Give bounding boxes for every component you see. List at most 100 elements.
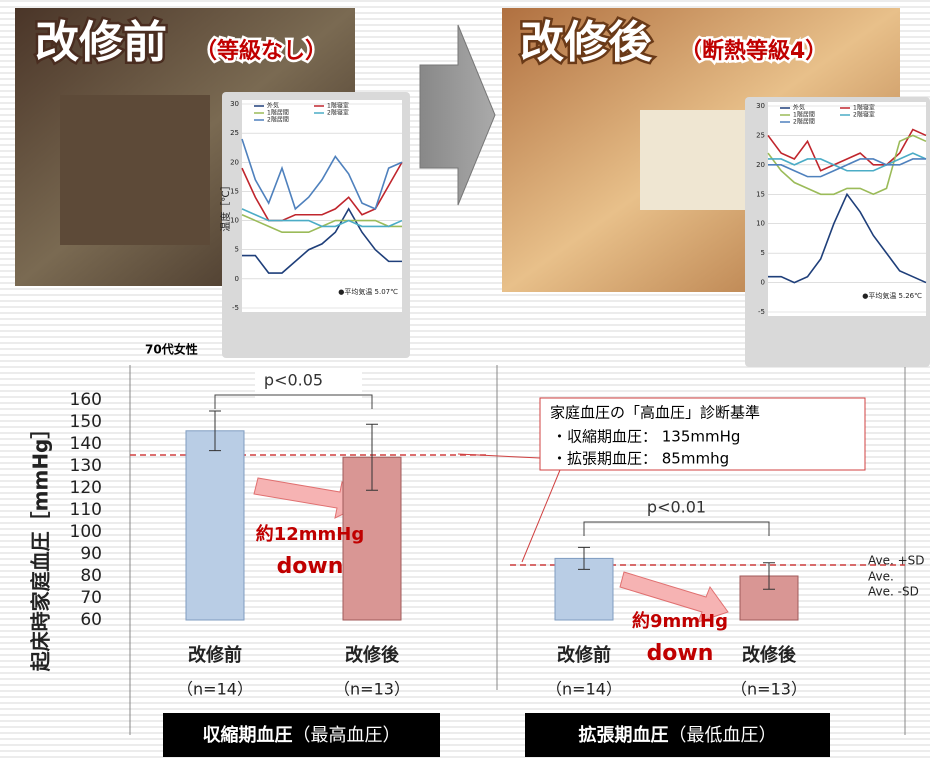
- photo-detail: [60, 95, 210, 245]
- significance-label: p<0.01: [647, 498, 706, 517]
- change-word: down: [277, 554, 344, 579]
- chart-subtitle: 70代女性: [145, 342, 198, 357]
- panel-title: 収縮期血圧（最高血圧）: [203, 724, 401, 746]
- legend-label: 外気: [793, 104, 805, 112]
- sd-label: Ave.: [868, 570, 894, 584]
- y-tick-label: 30: [230, 100, 239, 108]
- y-tick-label: 10: [230, 217, 239, 225]
- series-line: [242, 207, 402, 274]
- plot-area: [768, 102, 926, 316]
- legend-label: 1階寝室: [853, 104, 875, 112]
- series-line: [241, 208, 403, 228]
- panel-title-note: （最低血圧）: [669, 725, 777, 746]
- series-line: [241, 138, 403, 211]
- legend-label: 2階寝室: [327, 109, 349, 117]
- x-tick-label: 改修後: [345, 644, 400, 666]
- y-tick-label: 60: [80, 610, 102, 630]
- sd-label: Ave. +SD: [868, 554, 925, 568]
- photo-subtitle: （等級なし）: [195, 38, 327, 64]
- y-tick-label: 70: [80, 588, 102, 608]
- photo-title: 改修後: [520, 17, 653, 68]
- series-line: [768, 152, 927, 172]
- change-label: 約12mmHg: [256, 523, 365, 545]
- error-bar: [578, 546, 590, 570]
- y-tick-label: 0: [761, 279, 765, 287]
- callout-line: [521, 469, 561, 563]
- y-tick-label: -5: [232, 304, 239, 312]
- criteria-box: [539, 397, 866, 471]
- y-tick-label: 5: [235, 246, 239, 254]
- error-bar: [366, 423, 378, 491]
- legend-label: 2階寝室: [853, 111, 875, 119]
- y-tick-label: 90: [80, 544, 102, 564]
- sample-size: （n=14）: [546, 680, 622, 699]
- arrow: [419, 24, 496, 206]
- y-tick-label: 100: [70, 522, 102, 542]
- y-tick-label: 160: [70, 390, 102, 410]
- legend-label: 1階寝室: [327, 102, 349, 110]
- photo-subtitle: （断熱等級4）: [680, 38, 827, 64]
- legend-label: 2階居間: [267, 116, 289, 124]
- significance-bracket: [583, 521, 770, 536]
- significance-bracket: [214, 394, 373, 409]
- sample-size: （n=13）: [731, 680, 807, 699]
- legend-label: 1階居間: [793, 111, 815, 119]
- criteria-item: ・拡張期血圧： 85mmhg: [552, 450, 729, 468]
- panel-title-box: [525, 713, 830, 757]
- change-word: down: [647, 641, 714, 666]
- sd-label: Ave. -SD: [868, 585, 919, 599]
- label-bg: [255, 368, 362, 398]
- y-tick-label: 140: [70, 434, 102, 454]
- series-line: [768, 192, 927, 284]
- panel-title: 拡張期血圧（最低血圧）: [579, 724, 777, 746]
- x-tick-label: 改修後: [742, 644, 797, 666]
- y-tick-label: 110: [70, 500, 102, 520]
- y-tick-label: -5: [758, 308, 765, 316]
- criteria-title: 家庭血圧の「高血圧」診断基準: [550, 404, 760, 422]
- bar-chart: 家庭血圧の「高血圧」診断基準 ・収縮期血圧： 135mmHg ・拡張期血圧： 8…: [29, 342, 925, 757]
- y-tick-label: 15: [230, 187, 239, 195]
- y-axis-title: 起床時家庭血圧［mmHg］: [29, 419, 53, 673]
- error-bar: [763, 562, 775, 590]
- y-tick-label: 0: [235, 275, 239, 283]
- legend-label: 2階居間: [793, 118, 815, 126]
- photo-detail: [640, 110, 760, 210]
- series-line: [767, 128, 927, 172]
- change-label: 約9mmHg: [632, 610, 728, 632]
- annotation: ●平均気温 5.26℃: [862, 291, 922, 300]
- significance-label: p<0.05: [264, 371, 323, 390]
- change-arrow: [619, 571, 729, 623]
- photo-title: 改修前: [35, 17, 167, 68]
- y-tick-label: 5: [761, 249, 765, 257]
- y-tick-label: 30: [756, 102, 765, 110]
- error-bar: [209, 410, 221, 452]
- annotation: ●平均気温 5.07℃: [338, 287, 398, 296]
- y-tick-label: 20: [230, 158, 239, 166]
- x-tick-label: 改修前: [188, 644, 242, 666]
- legend-label: 1階居間: [267, 109, 289, 117]
- plot-area: [242, 100, 402, 312]
- line-chart: -5 0 5 10 15 20 25 30 温度［℃］ 外気 1階寝室 1階居間 2階寝室 2階居間 ●平均…: [219, 92, 410, 358]
- panel-title-note: （最高血圧）: [293, 725, 401, 746]
- criteria-item: ・収縮期血圧： 135mmHg: [552, 428, 740, 446]
- line-chart: -5 0 5 10 15 20 25 30 外気 1階寝室 1階居間 2階寝室 2階居間 ●平均気温 5.…: [745, 97, 930, 367]
- legend-label: 外気: [267, 102, 279, 110]
- y-tick-label: 120: [70, 478, 102, 498]
- y-tick-label: 10: [756, 220, 765, 228]
- sample-size: （n=14）: [177, 680, 253, 699]
- series-line: [767, 134, 927, 196]
- panel-title-main: 収縮期血圧: [203, 724, 293, 746]
- y-tick-label: 20: [756, 161, 765, 169]
- bar: [185, 430, 245, 621]
- sample-size: （n=13）: [334, 680, 410, 699]
- y-tick-label: 25: [230, 129, 239, 137]
- panel-title-box: [163, 713, 440, 757]
- y-tick-label: 15: [756, 190, 765, 198]
- series-line: [768, 158, 926, 178]
- y-tick-label: 80: [80, 566, 102, 586]
- y-tick-label: 150: [70, 412, 102, 432]
- panel-title-main: 拡張期血圧: [579, 724, 669, 746]
- y-axis-title: 温度［℃］: [219, 180, 232, 231]
- y-tick-label: 25: [756, 131, 765, 139]
